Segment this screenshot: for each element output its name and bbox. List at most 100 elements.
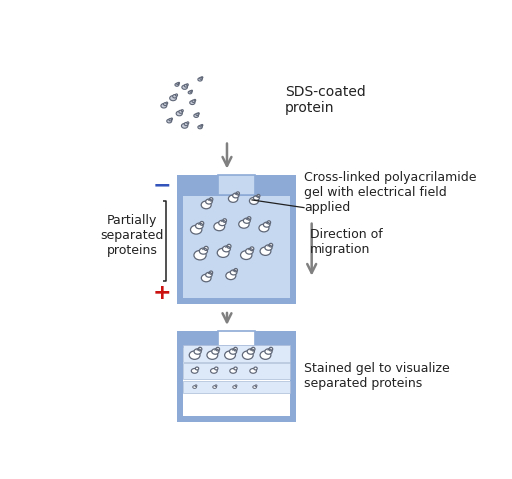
Ellipse shape (225, 351, 236, 359)
Circle shape (194, 99, 196, 101)
Ellipse shape (260, 351, 271, 359)
Circle shape (202, 125, 203, 126)
Ellipse shape (219, 220, 226, 226)
Circle shape (186, 84, 188, 86)
Ellipse shape (254, 367, 257, 370)
Circle shape (202, 77, 203, 78)
Circle shape (223, 219, 226, 222)
Ellipse shape (200, 77, 202, 80)
Text: Direction of
migration: Direction of migration (310, 228, 383, 256)
Ellipse shape (253, 386, 257, 388)
FancyBboxPatch shape (183, 348, 290, 415)
Circle shape (181, 110, 183, 112)
Text: Cross-linked polyacrilamide
gel with electrical field
applied: Cross-linked polyacrilamide gel with ele… (304, 171, 477, 214)
Ellipse shape (196, 367, 199, 370)
Ellipse shape (265, 245, 272, 251)
Circle shape (209, 198, 213, 201)
Circle shape (247, 217, 251, 220)
Ellipse shape (191, 368, 198, 373)
Ellipse shape (181, 124, 188, 128)
Text: SDS-coated
protein: SDS-coated protein (285, 85, 366, 115)
Ellipse shape (232, 193, 239, 198)
Ellipse shape (206, 273, 212, 277)
Circle shape (200, 221, 204, 225)
Ellipse shape (226, 272, 236, 280)
FancyBboxPatch shape (183, 363, 290, 378)
Ellipse shape (194, 349, 201, 354)
Ellipse shape (217, 248, 229, 257)
Text: +: + (152, 283, 171, 303)
Ellipse shape (198, 78, 202, 81)
Circle shape (198, 113, 199, 114)
Circle shape (227, 244, 231, 248)
Ellipse shape (196, 223, 203, 229)
Ellipse shape (223, 246, 230, 252)
Ellipse shape (176, 111, 182, 116)
Circle shape (171, 118, 173, 120)
Ellipse shape (228, 195, 238, 202)
Ellipse shape (184, 123, 188, 125)
Circle shape (251, 347, 255, 351)
FancyBboxPatch shape (218, 331, 255, 346)
FancyBboxPatch shape (183, 196, 290, 298)
Circle shape (233, 347, 237, 351)
Circle shape (236, 192, 240, 195)
Circle shape (198, 347, 202, 351)
FancyBboxPatch shape (183, 381, 290, 393)
Ellipse shape (201, 201, 211, 209)
Circle shape (176, 94, 178, 96)
Ellipse shape (234, 367, 237, 370)
Ellipse shape (175, 83, 179, 86)
Circle shape (216, 347, 220, 351)
Ellipse shape (200, 125, 202, 127)
Ellipse shape (188, 91, 192, 94)
Ellipse shape (212, 349, 219, 354)
Ellipse shape (265, 349, 272, 354)
Ellipse shape (239, 220, 249, 228)
Ellipse shape (177, 83, 179, 85)
Ellipse shape (260, 247, 271, 255)
Ellipse shape (241, 251, 252, 260)
Ellipse shape (184, 84, 188, 87)
Ellipse shape (190, 91, 192, 92)
Ellipse shape (210, 368, 217, 373)
Circle shape (178, 82, 180, 83)
Ellipse shape (215, 367, 218, 370)
Text: Stained gel to visualize
separated proteins: Stained gel to visualize separated prote… (304, 362, 450, 390)
Ellipse shape (242, 351, 253, 359)
Ellipse shape (194, 114, 199, 117)
Ellipse shape (161, 103, 167, 108)
Ellipse shape (213, 386, 217, 388)
FancyBboxPatch shape (218, 174, 255, 195)
Circle shape (166, 102, 168, 104)
Ellipse shape (243, 218, 250, 223)
Ellipse shape (247, 349, 254, 354)
Ellipse shape (246, 249, 253, 254)
Ellipse shape (229, 349, 237, 354)
Ellipse shape (255, 385, 257, 387)
Circle shape (209, 271, 212, 274)
Ellipse shape (194, 251, 206, 260)
Circle shape (204, 246, 208, 251)
Circle shape (234, 269, 238, 272)
Circle shape (257, 194, 260, 197)
Ellipse shape (182, 85, 187, 90)
Ellipse shape (198, 125, 202, 129)
Circle shape (269, 243, 273, 247)
Ellipse shape (214, 222, 225, 231)
Ellipse shape (206, 199, 212, 204)
Ellipse shape (207, 351, 218, 359)
Ellipse shape (235, 385, 237, 387)
Ellipse shape (199, 248, 207, 254)
Ellipse shape (169, 96, 177, 101)
Ellipse shape (173, 94, 177, 98)
Ellipse shape (215, 385, 217, 387)
Text: Partially
separated
proteins: Partially separated proteins (100, 214, 164, 257)
FancyBboxPatch shape (177, 331, 296, 422)
Ellipse shape (201, 274, 211, 282)
Ellipse shape (195, 385, 197, 387)
Ellipse shape (190, 225, 202, 234)
Ellipse shape (179, 110, 183, 114)
Ellipse shape (259, 224, 269, 232)
FancyBboxPatch shape (183, 345, 290, 363)
